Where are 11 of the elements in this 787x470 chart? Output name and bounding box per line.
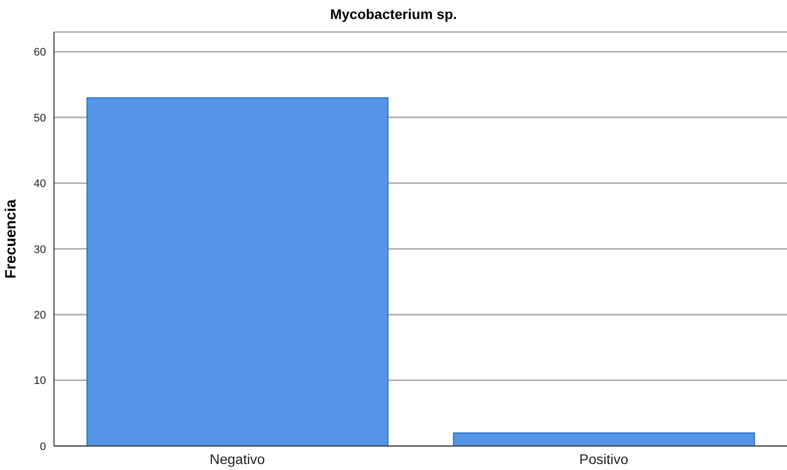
y-tick-label: 30 bbox=[34, 244, 46, 256]
y-tick-label: 0 bbox=[40, 440, 46, 453]
y-tick-label: 20 bbox=[34, 309, 46, 322]
y-axis-title: Frecuencia bbox=[2, 198, 20, 279]
x-tick-label: Negativo bbox=[210, 450, 266, 467]
y-tick-label: 50 bbox=[34, 112, 46, 124]
y-tick-label: 40 bbox=[34, 178, 46, 190]
y-tick-label: 60 bbox=[34, 46, 46, 59]
y-tick-label: 10 bbox=[34, 375, 46, 388]
chart-title: Mycobacterium sp. bbox=[329, 6, 458, 22]
x-tick-label: Positivo bbox=[579, 450, 628, 467]
